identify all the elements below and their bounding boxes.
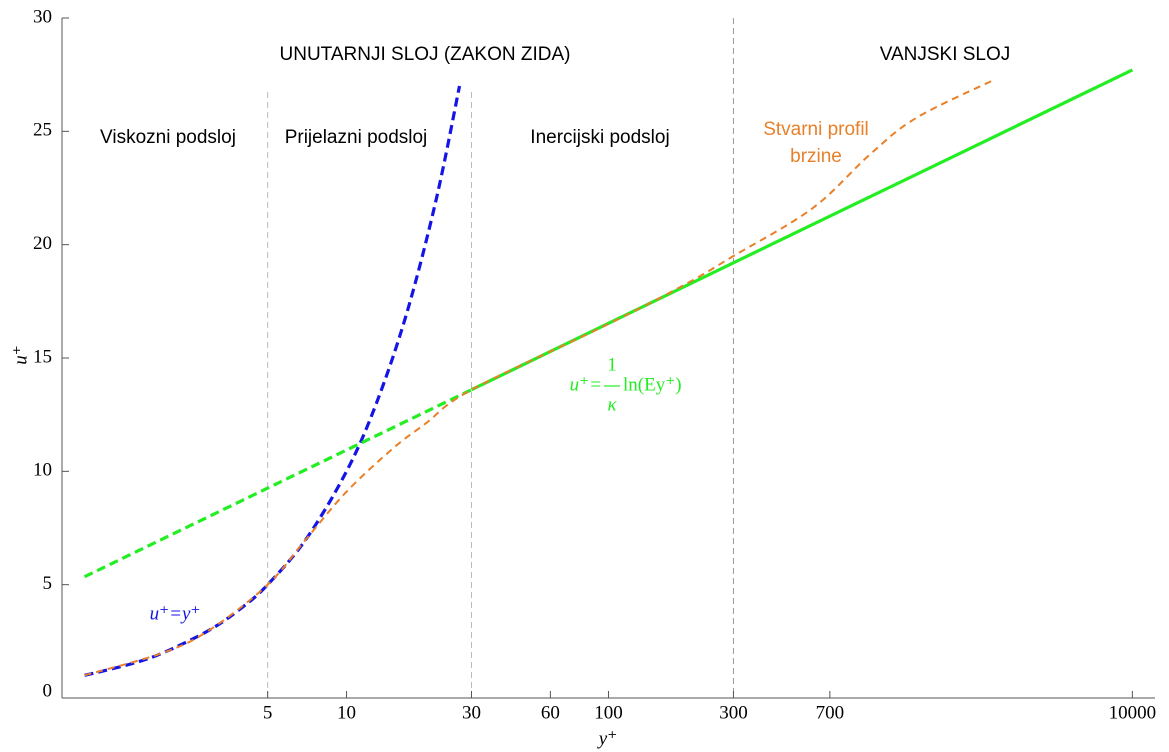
line-series	[84, 78, 996, 677]
formula: κ	[607, 394, 617, 415]
annotation: Stvarni profil	[763, 119, 869, 140]
x-tick-label: 60	[541, 702, 560, 723]
y-tick-label: 10	[33, 460, 52, 481]
y-tick-label: 15	[33, 346, 52, 367]
y-axis-label: u⁺	[10, 345, 31, 365]
formula: u⁺=y⁺	[150, 603, 201, 624]
x-axis-label: y⁺	[597, 728, 617, 749]
annotation: UNUTARNJI SLOJ (ZAKON ZIDA)	[280, 44, 571, 65]
x-tick-label: 100	[594, 702, 623, 723]
y-tick-label: 5	[43, 573, 53, 594]
formula: ln(Ey⁺)	[623, 374, 682, 395]
annotation: Prijelazni podsloj	[285, 127, 428, 148]
annotation: VANJSKI SLOJ	[880, 44, 1011, 65]
x-tick-label: 300	[719, 702, 748, 723]
x-tick-label: 5	[263, 702, 273, 723]
annotation: Viskozni podsloj	[100, 127, 236, 148]
y-tick-label: 0	[43, 680, 53, 701]
x-tick-label: 700	[816, 702, 845, 723]
x-tick-label: 10	[337, 702, 356, 723]
x-tick-label: 10000	[1109, 702, 1157, 723]
y-tick-label: 25	[33, 120, 52, 141]
annotation: Inercijski podsloj	[530, 127, 669, 148]
formula: u⁺=	[570, 374, 602, 395]
formula: 1	[607, 354, 617, 375]
line-series	[84, 85, 462, 677]
annotation: brzine	[790, 146, 842, 167]
x-tick-label: 30	[462, 702, 481, 723]
line-series	[83, 388, 473, 579]
y-tick-label: 30	[33, 6, 52, 27]
y-tick-label: 20	[33, 233, 52, 254]
